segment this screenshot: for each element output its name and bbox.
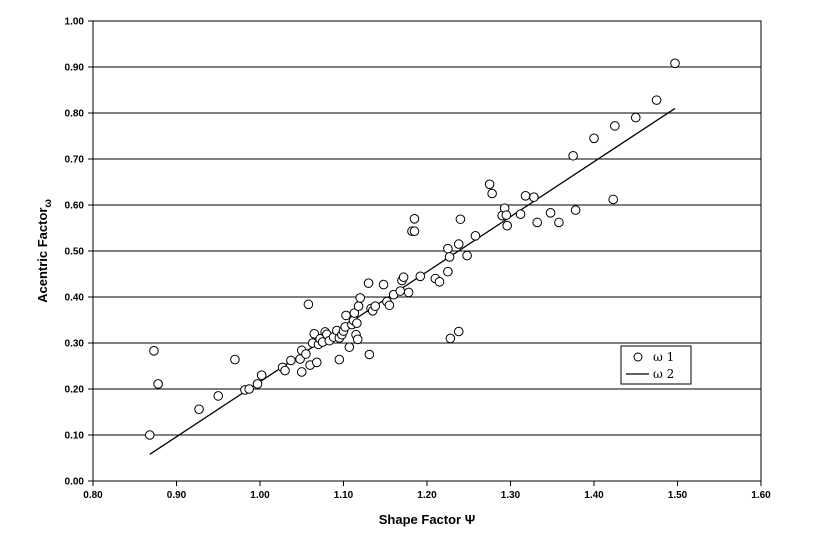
data-point: [352, 318, 362, 329]
data-point: [230, 354, 240, 365]
data-point: [515, 209, 526, 219]
data-point: [589, 133, 599, 144]
data-point: [434, 277, 445, 287]
data-point: [398, 272, 409, 283]
data-point: [403, 287, 414, 298]
x-tick-label: 0.90: [167, 490, 187, 501]
data-point: [470, 231, 481, 241]
x-tick-label: 1.60: [751, 490, 771, 501]
y-tick-label: 0.80: [65, 109, 85, 120]
y-tick-label: 0.10: [65, 431, 85, 442]
data-point: [286, 355, 296, 366]
data-point: [554, 217, 564, 228]
data-point: [630, 112, 641, 123]
y-tick-label: 0.90: [65, 63, 85, 74]
legend-box: [620, 345, 692, 385]
x-tick-label: 1.40: [584, 490, 604, 501]
y-axis-ticks: 0.00 0.10 0.20 0.30 0.40 0.50 0.60 0.70 0.80 0.90…: [65, 17, 93, 488]
x-tick-label: 0.80: [83, 490, 103, 501]
legend: ω 1 ω 2: [620, 345, 692, 385]
data-point: [444, 252, 455, 262]
legend-label-omega-1: ω 1: [653, 350, 674, 364]
data-point: [545, 208, 556, 218]
data-point: [344, 342, 355, 352]
data-point: [378, 279, 389, 290]
trend-line: [149, 107, 676, 455]
data-point: [213, 391, 224, 401]
data-point: [443, 243, 453, 254]
data-point: [311, 357, 322, 368]
data-point: [532, 217, 543, 228]
data-point: [651, 95, 662, 105]
data-point: [570, 205, 581, 215]
data-point: [462, 250, 472, 261]
x-tick-label: 1.50: [668, 490, 688, 501]
data-point: [610, 121, 620, 131]
y-tick-label: 0.20: [65, 385, 85, 396]
data-point: [349, 308, 360, 318]
y-axis-title-subscript: ω: [43, 199, 54, 208]
data-point: [568, 150, 578, 161]
data-point: [353, 301, 364, 312]
y-tick-label: 0.50: [65, 247, 85, 258]
data-point: [194, 404, 204, 415]
data-point: [415, 271, 426, 282]
data-point: [453, 326, 464, 337]
data-point: [364, 349, 375, 360]
data-point: [355, 293, 366, 303]
data-point: [409, 214, 420, 224]
data-point: [453, 239, 464, 249]
data-point: [256, 370, 267, 381]
data-point: [484, 179, 495, 190]
x-tick-label: 1.10: [334, 490, 354, 501]
data-point: [153, 379, 163, 389]
y-tick-label: 0.00: [65, 477, 85, 488]
data-point: [363, 278, 374, 289]
series-omega-2-line: [149, 107, 676, 455]
data-point: [252, 379, 263, 389]
data-point: [608, 194, 619, 205]
data-point: [303, 299, 314, 310]
data-point: [670, 58, 680, 69]
data-point: [409, 226, 420, 237]
data-point: [443, 266, 453, 277]
data-point: [296, 367, 307, 377]
x-axis-ticks: 0.80 0.90 1.00 1.10 1.20 1.30 1.40 1.50 1.60: [83, 481, 771, 501]
data-point: [501, 210, 512, 220]
data-point: [395, 286, 406, 296]
data-point: [455, 214, 466, 225]
x-axis-title: Shape Factor Ψ: [379, 512, 475, 527]
data-point: [487, 188, 497, 199]
legend-label-omega-2: ω 2: [653, 367, 674, 381]
x-tick-label: 1.20: [417, 490, 437, 501]
data-point: [370, 301, 381, 312]
data-point: [352, 334, 363, 345]
y-tick-label: 0.60: [65, 201, 85, 212]
data-point: [244, 384, 254, 394]
x-tick-label: 1.00: [250, 490, 270, 501]
y-axis-title: Acentric Factorω: [35, 199, 54, 303]
data-point: [341, 310, 351, 321]
y-tick-label: 1.00: [65, 17, 85, 28]
data-point: [445, 333, 456, 344]
data-point: [520, 191, 531, 201]
horizontal-gridlines: [93, 66, 761, 436]
data-point: [334, 354, 345, 365]
data-point: [301, 349, 311, 359]
data-point: [529, 192, 539, 202]
data-point: [149, 346, 159, 356]
y-tick-label: 0.30: [65, 339, 85, 350]
data-point: [384, 300, 395, 311]
series-omega-1-points: [144, 58, 680, 440]
y-tick-label: 0.40: [65, 293, 85, 304]
y-tick-label: 0.70: [65, 155, 85, 166]
data-point: [280, 365, 290, 376]
y-axis-title-main: Acentric Factor: [35, 208, 50, 303]
legend-marker-omega-1: [633, 352, 643, 362]
data-point: [502, 220, 512, 231]
data-point: [144, 430, 155, 440]
x-tick-label: 1.30: [501, 490, 521, 501]
